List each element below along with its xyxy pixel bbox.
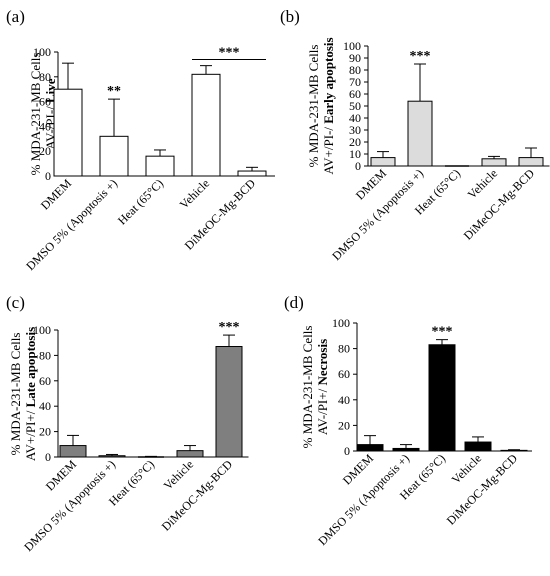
y-tick-label: 100 [33,323,51,337]
x-category-label: DiMeOC-Mg-BCD [461,166,538,243]
y-axis-subtitle: AV+/PI-/ Early apoptosis [321,37,336,174]
significance-label: *** [432,325,453,340]
bar [98,455,126,458]
x-category-label: Vehicle [177,176,212,211]
panel-label: (b) [280,7,300,26]
y-tick-label: 90 [349,51,361,65]
y-axis-subtitle: AV+/PI+/ Late apoptosis [23,327,38,461]
y-axis-subtitle: AV-/PI+/ Necrosis [315,339,330,435]
y-tick-label: 80 [39,348,51,362]
significance-label: *** [219,45,240,60]
significance-label: *** [410,49,431,64]
y-axis-subtitle-prefix: AV+/PI+/ [23,407,38,461]
chart-panel-4: (d) 0 20 40 60 80 100 % MDA-231-MB Cells AV-/PI+… [284,293,532,548]
bar [428,344,456,452]
y-axis-title: % MDA-231-MB Cells [306,45,321,168]
y-axis-title: % MDA-231-MB Cells [8,333,23,456]
y-tick-label: 60 [349,87,361,101]
panel-label: (d) [284,293,304,312]
x-category-label: Heat (65°C) [115,176,166,227]
y-tick-label: 50 [349,99,361,113]
y-tick-label: 0 [45,169,51,183]
y-tick-label: 60 [338,367,350,381]
bar [518,157,544,167]
y-tick-label: 0 [45,450,51,464]
significance-label: *** [219,320,240,335]
y-tick-label: 0 [344,444,350,458]
y-tick-label: 100 [343,39,361,53]
bar [59,445,87,458]
y-tick-label: 60 [39,95,51,109]
y-axis-subtitle-prefix: AV-/PI+/ [315,386,330,436]
y-axis-subtitle-bold: Necrosis [315,339,330,386]
bar [370,157,396,167]
y-tick-label: 40 [349,111,361,125]
y-tick-label: 30 [349,123,361,137]
bar [464,441,492,452]
y-tick-label: 10 [349,147,361,161]
bar [99,135,129,177]
y-tick-label: 100 [332,316,350,330]
bar [53,88,83,177]
y-tick-label: 70 [349,75,361,89]
bar [481,158,507,167]
x-category-label: DMEM [38,176,75,213]
y-tick-label: 20 [39,144,51,158]
bar [237,170,267,177]
y-axis-title: % MDA-231-MB Cells [300,326,315,449]
x-category-label: Vehicle [465,166,500,201]
bar [392,447,420,452]
bar [191,73,221,177]
y-tick-label: 20 [338,418,350,432]
bar [176,450,204,458]
y-tick-label: 40 [39,119,51,133]
y-tick-label: 100 [33,45,51,59]
significance-label: ** [107,84,121,99]
panel-label: (c) [6,293,25,312]
y-tick-label: 80 [338,342,350,356]
bar [500,449,528,452]
x-category-label: DiMeOC-Mg-BCD [159,457,236,534]
x-category-label: DMSO 5% (Apoptosis +) [23,176,120,273]
bar [356,444,384,452]
y-axis-subtitle-bold: Early apoptosis [321,37,336,123]
y-tick-label: 80 [39,70,51,84]
x-category-label: Vehicle [161,457,196,492]
bar [145,155,175,177]
y-tick-label: 0 [355,159,361,173]
chart-panel-3: (c) 0 20 40 60 80 100 % MDA-231-MB Cells AV+/PI+… [6,293,249,554]
bar [215,346,243,458]
bar [407,100,433,167]
y-tick-label: 40 [338,393,350,407]
y-axis-subtitle-bold: Late apoptosis [23,327,38,408]
y-tick-label: 40 [39,399,51,413]
panel-label: (a) [6,7,25,26]
y-tick-label: 60 [39,374,51,388]
y-axis-subtitle-prefix: AV+/PI-/ [321,124,336,175]
y-tick-label: 20 [39,425,51,439]
y-axis-title: % MDA-231-MB Cells [28,53,43,176]
y-tick-label: 80 [349,63,361,77]
y-tick-label: 20 [349,135,361,149]
